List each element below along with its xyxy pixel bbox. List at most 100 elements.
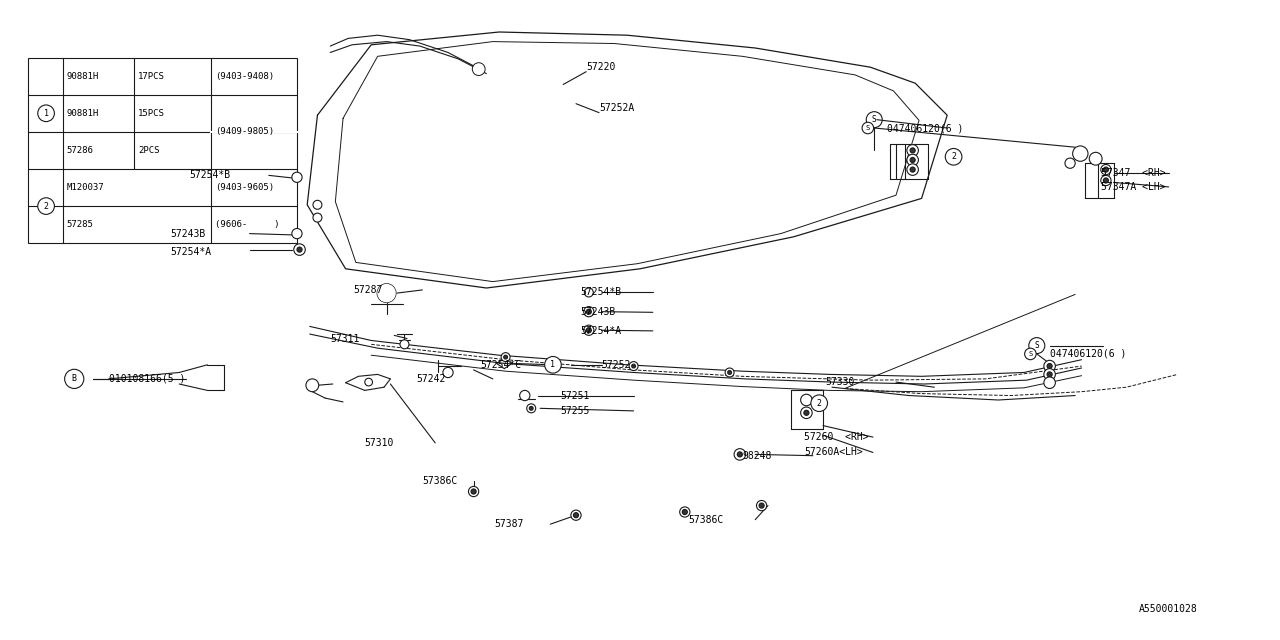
Ellipse shape bbox=[812, 395, 828, 412]
Text: 57254*A: 57254*A bbox=[580, 326, 621, 336]
Text: S: S bbox=[1028, 351, 1033, 357]
Text: 57254*C: 57254*C bbox=[480, 360, 521, 370]
Ellipse shape bbox=[906, 145, 919, 156]
Ellipse shape bbox=[292, 172, 302, 182]
Ellipse shape bbox=[759, 503, 764, 508]
Ellipse shape bbox=[443, 367, 453, 378]
Text: A550001028: A550001028 bbox=[1139, 604, 1198, 614]
Ellipse shape bbox=[504, 355, 508, 359]
Ellipse shape bbox=[586, 328, 591, 333]
Text: 90881H: 90881H bbox=[67, 109, 99, 118]
Ellipse shape bbox=[1103, 178, 1108, 183]
Text: 57251: 57251 bbox=[561, 391, 590, 401]
Ellipse shape bbox=[365, 378, 372, 386]
Ellipse shape bbox=[312, 213, 323, 222]
Text: (9409-9805): (9409-9805) bbox=[215, 127, 274, 136]
Text: 57254*B: 57254*B bbox=[580, 287, 621, 298]
Ellipse shape bbox=[381, 287, 392, 299]
Ellipse shape bbox=[910, 167, 915, 172]
Ellipse shape bbox=[906, 154, 919, 166]
Ellipse shape bbox=[294, 244, 306, 255]
Ellipse shape bbox=[680, 507, 690, 517]
Ellipse shape bbox=[737, 452, 742, 457]
Ellipse shape bbox=[573, 513, 579, 518]
Ellipse shape bbox=[628, 362, 639, 371]
Text: 15PCS: 15PCS bbox=[138, 109, 165, 118]
Text: 57254*A: 57254*A bbox=[170, 247, 211, 257]
Text: 17PCS: 17PCS bbox=[138, 72, 165, 81]
Text: 57243B: 57243B bbox=[170, 228, 206, 239]
Ellipse shape bbox=[571, 510, 581, 520]
Text: 047406120(6 ): 047406120(6 ) bbox=[887, 123, 964, 133]
Ellipse shape bbox=[1065, 158, 1075, 168]
Text: 1: 1 bbox=[550, 360, 556, 369]
Ellipse shape bbox=[586, 309, 591, 314]
Ellipse shape bbox=[1103, 167, 1108, 172]
Text: 57255: 57255 bbox=[561, 406, 590, 416]
Text: 57347  <RH>: 57347 <RH> bbox=[1101, 168, 1165, 178]
Ellipse shape bbox=[682, 509, 687, 515]
Ellipse shape bbox=[399, 340, 410, 349]
Text: S: S bbox=[872, 115, 877, 124]
Ellipse shape bbox=[292, 228, 302, 239]
Text: 57260A<LH>: 57260A<LH> bbox=[804, 447, 863, 458]
Ellipse shape bbox=[1025, 348, 1037, 360]
Ellipse shape bbox=[1047, 372, 1052, 377]
Ellipse shape bbox=[520, 390, 530, 401]
Text: 57287: 57287 bbox=[353, 285, 383, 295]
Bar bbox=[28, 58, 297, 243]
Ellipse shape bbox=[756, 500, 767, 511]
Ellipse shape bbox=[867, 112, 882, 128]
Text: 57254*B: 57254*B bbox=[189, 170, 230, 180]
Ellipse shape bbox=[910, 148, 915, 153]
Text: 010108166(5 ): 010108166(5 ) bbox=[109, 374, 186, 384]
Text: 047406120(6 ): 047406120(6 ) bbox=[1050, 349, 1126, 359]
Ellipse shape bbox=[38, 105, 54, 122]
Text: 57260  <RH>: 57260 <RH> bbox=[804, 432, 868, 442]
Ellipse shape bbox=[724, 368, 735, 377]
Ellipse shape bbox=[1101, 175, 1111, 186]
Text: M120037: M120037 bbox=[67, 183, 104, 192]
Ellipse shape bbox=[1044, 377, 1055, 388]
Ellipse shape bbox=[306, 379, 319, 392]
Ellipse shape bbox=[376, 284, 397, 303]
Text: 57220: 57220 bbox=[586, 62, 616, 72]
Ellipse shape bbox=[297, 247, 302, 252]
Ellipse shape bbox=[471, 489, 476, 494]
Text: 57286: 57286 bbox=[67, 146, 93, 155]
Ellipse shape bbox=[863, 122, 874, 134]
Text: 57242: 57242 bbox=[416, 374, 445, 384]
Text: 57386C: 57386C bbox=[689, 515, 724, 525]
Text: (9403-9408): (9403-9408) bbox=[215, 72, 274, 81]
Text: B: B bbox=[72, 374, 77, 383]
Text: 57347A <LH>: 57347A <LH> bbox=[1101, 182, 1165, 192]
Ellipse shape bbox=[585, 288, 594, 297]
Text: 2PCS: 2PCS bbox=[138, 146, 160, 155]
Ellipse shape bbox=[1089, 152, 1102, 165]
Ellipse shape bbox=[1073, 146, 1088, 161]
Ellipse shape bbox=[1044, 360, 1055, 372]
Text: 2: 2 bbox=[951, 152, 956, 161]
Ellipse shape bbox=[38, 198, 54, 214]
Ellipse shape bbox=[906, 164, 919, 175]
Ellipse shape bbox=[530, 406, 532, 410]
Ellipse shape bbox=[910, 157, 915, 163]
Ellipse shape bbox=[735, 449, 745, 460]
Text: 57285: 57285 bbox=[67, 220, 93, 229]
Text: 57386C: 57386C bbox=[422, 476, 458, 486]
Text: 2: 2 bbox=[44, 202, 49, 211]
Text: 57243B: 57243B bbox=[580, 307, 616, 317]
Ellipse shape bbox=[801, 407, 813, 419]
Text: 57311: 57311 bbox=[330, 333, 360, 344]
Ellipse shape bbox=[1047, 364, 1052, 369]
Text: 98248: 98248 bbox=[742, 451, 772, 461]
Ellipse shape bbox=[65, 369, 84, 388]
Ellipse shape bbox=[584, 307, 594, 317]
Text: 1: 1 bbox=[44, 109, 49, 118]
Ellipse shape bbox=[468, 486, 479, 497]
Ellipse shape bbox=[312, 200, 323, 209]
Ellipse shape bbox=[500, 353, 511, 362]
Ellipse shape bbox=[1101, 164, 1111, 175]
Text: 57252: 57252 bbox=[602, 360, 631, 370]
Text: 57310: 57310 bbox=[365, 438, 394, 448]
